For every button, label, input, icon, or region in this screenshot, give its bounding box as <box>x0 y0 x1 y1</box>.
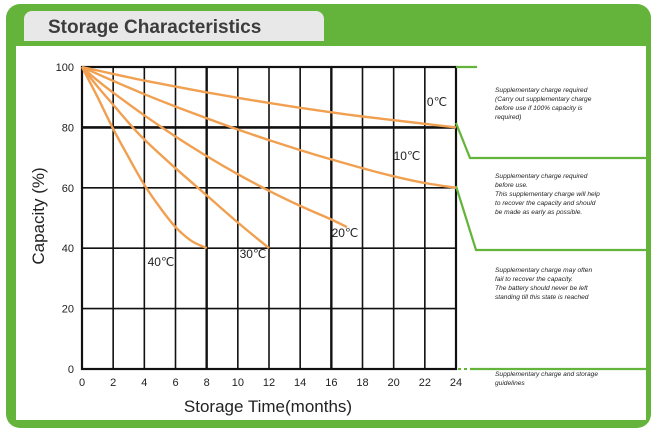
chart-title: Storage Characteristics <box>48 17 262 38</box>
series-line <box>81 66 348 229</box>
plot-border <box>80 65 458 371</box>
series-label: 20℃ <box>332 226 359 240</box>
x-tick-label: 0 <box>79 377 85 389</box>
y-tick-label: 40 <box>62 243 74 255</box>
x-tick-label: 2 <box>110 377 116 389</box>
y-tick-label: 60 <box>62 183 74 195</box>
x-tick-label: 10 <box>232 377 244 389</box>
x-tick-label: 18 <box>356 377 368 389</box>
y-axis-label: Capacity (%) <box>29 167 48 264</box>
zone-text: Supplementary charge required before use.… <box>495 173 600 216</box>
grid <box>80 65 458 371</box>
y-tick-label: 100 <box>56 62 74 74</box>
y-tick-label: 80 <box>62 122 74 134</box>
x-tick-label: 14 <box>294 377 306 389</box>
series-labels: 0℃ 10℃ 20℃ 30℃ 40℃ <box>148 95 447 269</box>
curves <box>80 65 457 250</box>
series-line <box>81 65 457 129</box>
x-tick-label: 20 <box>388 377 400 389</box>
x-tick-label: 24 <box>450 377 462 389</box>
x-tick-label: 4 <box>141 377 147 389</box>
zone-connector <box>454 122 648 160</box>
zone-connector <box>454 185 648 252</box>
zone-text: Supplementary charge required (Carry out … <box>495 87 592 121</box>
x-tick-label: 8 <box>204 377 210 389</box>
title-tab <box>24 11 324 41</box>
x-tick-label: 16 <box>325 377 337 389</box>
x-tick-label: 22 <box>419 377 431 389</box>
y-tick-label: 20 <box>62 304 74 316</box>
series-label: 0℃ <box>427 95 447 109</box>
zone-connectors <box>454 65 648 371</box>
x-tick-label: 6 <box>172 377 178 389</box>
zone-text: Supplementary charge and storage guidelin… <box>495 371 598 387</box>
zone-connector <box>456 65 478 69</box>
series-label: 30℃ <box>240 247 267 261</box>
series-line <box>81 65 457 189</box>
series-label: 40℃ <box>148 255 175 269</box>
zone-texts: Supplementary charge required (Carry out … <box>495 87 600 387</box>
x-tick-label: 12 <box>263 377 275 389</box>
y-tick-label: 0 <box>68 364 74 376</box>
series-line <box>80 66 208 250</box>
x-axis-label: Storage Time(months) <box>184 397 352 416</box>
series-line <box>81 66 270 250</box>
series-label: 10℃ <box>394 149 421 163</box>
zone-text: Supplementary charge may often fail to re… <box>495 267 592 301</box>
